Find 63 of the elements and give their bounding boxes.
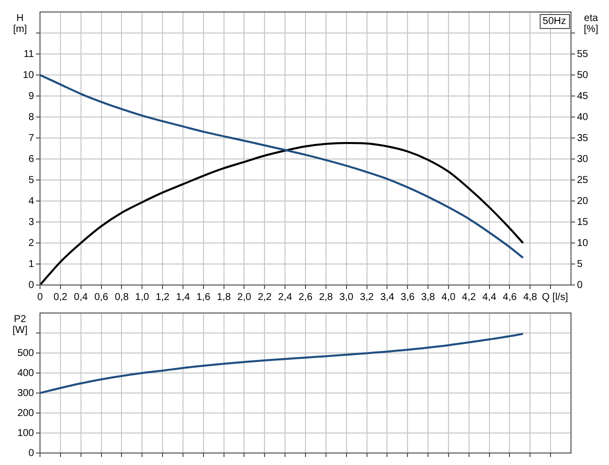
y2-tick-label: 45 <box>577 90 589 102</box>
x-tick-label: 2,8 <box>318 292 334 303</box>
x-tick-label: 1,2 <box>156 292 170 303</box>
y-tick-label: 11 <box>24 48 34 60</box>
y-tick-label: 5 <box>28 174 34 186</box>
y-tick-label: 4 <box>28 196 34 207</box>
line-series <box>40 74 524 259</box>
x-tick-label: 1,0 <box>135 292 150 303</box>
y-tick-label: 100 <box>17 428 34 439</box>
y2-axis-title: eta [%] <box>584 12 598 35</box>
x-tick-label: 4,8 <box>523 292 538 303</box>
y-axis-title: P2 [W] <box>12 314 28 336</box>
y2-tick-label: 55 <box>577 48 589 60</box>
y2-tick-label: 10 <box>577 238 589 249</box>
x-tick-label: 2,0 <box>237 292 252 303</box>
x-tick-label: 1,4 <box>176 292 190 303</box>
x-tick-label: 4,6 <box>502 292 518 303</box>
y-tick-label: 300 <box>17 388 34 399</box>
y-tick-label: 10 <box>22 70 34 81</box>
x-tick-label: 0,8 <box>114 292 130 303</box>
y-axis-title: H [m] <box>13 12 28 35</box>
annotation: 50Hz <box>542 16 566 27</box>
y2-tick-label: 50 <box>577 70 589 81</box>
y-tick-label: 8 <box>28 112 34 123</box>
x-tick-label: 0,4 <box>74 292 88 303</box>
x-tick-label: 1,8 <box>216 292 232 303</box>
x-tick-label: 0,2 <box>53 292 68 303</box>
y2-tick-label: 15 <box>577 216 589 228</box>
y-tick-label: 9 <box>28 90 34 102</box>
x-tick-label: 3,6 <box>400 292 415 303</box>
x-axis-title: Q [l/s] <box>542 292 568 303</box>
y2-tick-label: 5 <box>577 258 583 270</box>
x-tick-label: 4,2 <box>462 292 476 303</box>
x-tick-label: 0 <box>37 292 44 303</box>
x-tick-label: 3,8 <box>421 292 436 303</box>
y2-tick-label: 25 <box>577 174 589 186</box>
y2-tick-label: 0 <box>577 280 583 291</box>
x-tick-label: 2,2 <box>258 292 272 303</box>
x-tick-label: 3,2 <box>360 292 374 303</box>
y-tick-label: 400 <box>17 368 34 379</box>
y-tick-label: 2 <box>28 238 34 249</box>
y-tick-label: 1 <box>28 258 34 270</box>
y2-tick-label: 20 <box>577 196 589 207</box>
y-tick-label: 0 <box>28 280 34 291</box>
y2-tick-label: 35 <box>577 132 589 144</box>
x-tick-label: 3,0 <box>339 292 354 303</box>
y2-tick-label: 40 <box>577 112 589 123</box>
y-tick-label: 6 <box>28 154 34 165</box>
x-tick-label: 3,4 <box>380 292 395 303</box>
x-tick-label: 2,4 <box>278 292 292 303</box>
y-tick-label: 7 <box>28 132 34 144</box>
x-tick-label: 2,6 <box>298 292 313 303</box>
y-tick-label: 500 <box>17 348 34 359</box>
line-series <box>40 332 524 394</box>
y2-tick-label: 30 <box>577 154 589 165</box>
x-tick-label: 0,6 <box>94 292 109 303</box>
line-series <box>40 142 524 285</box>
x-tick-label: 4,0 <box>442 292 456 303</box>
y-tick-label: 200 <box>17 408 34 419</box>
y-tick-label: 3 <box>28 216 34 228</box>
x-tick-label: 4,4 <box>482 292 497 303</box>
y-tick-label: 0 <box>28 448 34 459</box>
x-tick-label: 1,6 <box>196 292 211 303</box>
